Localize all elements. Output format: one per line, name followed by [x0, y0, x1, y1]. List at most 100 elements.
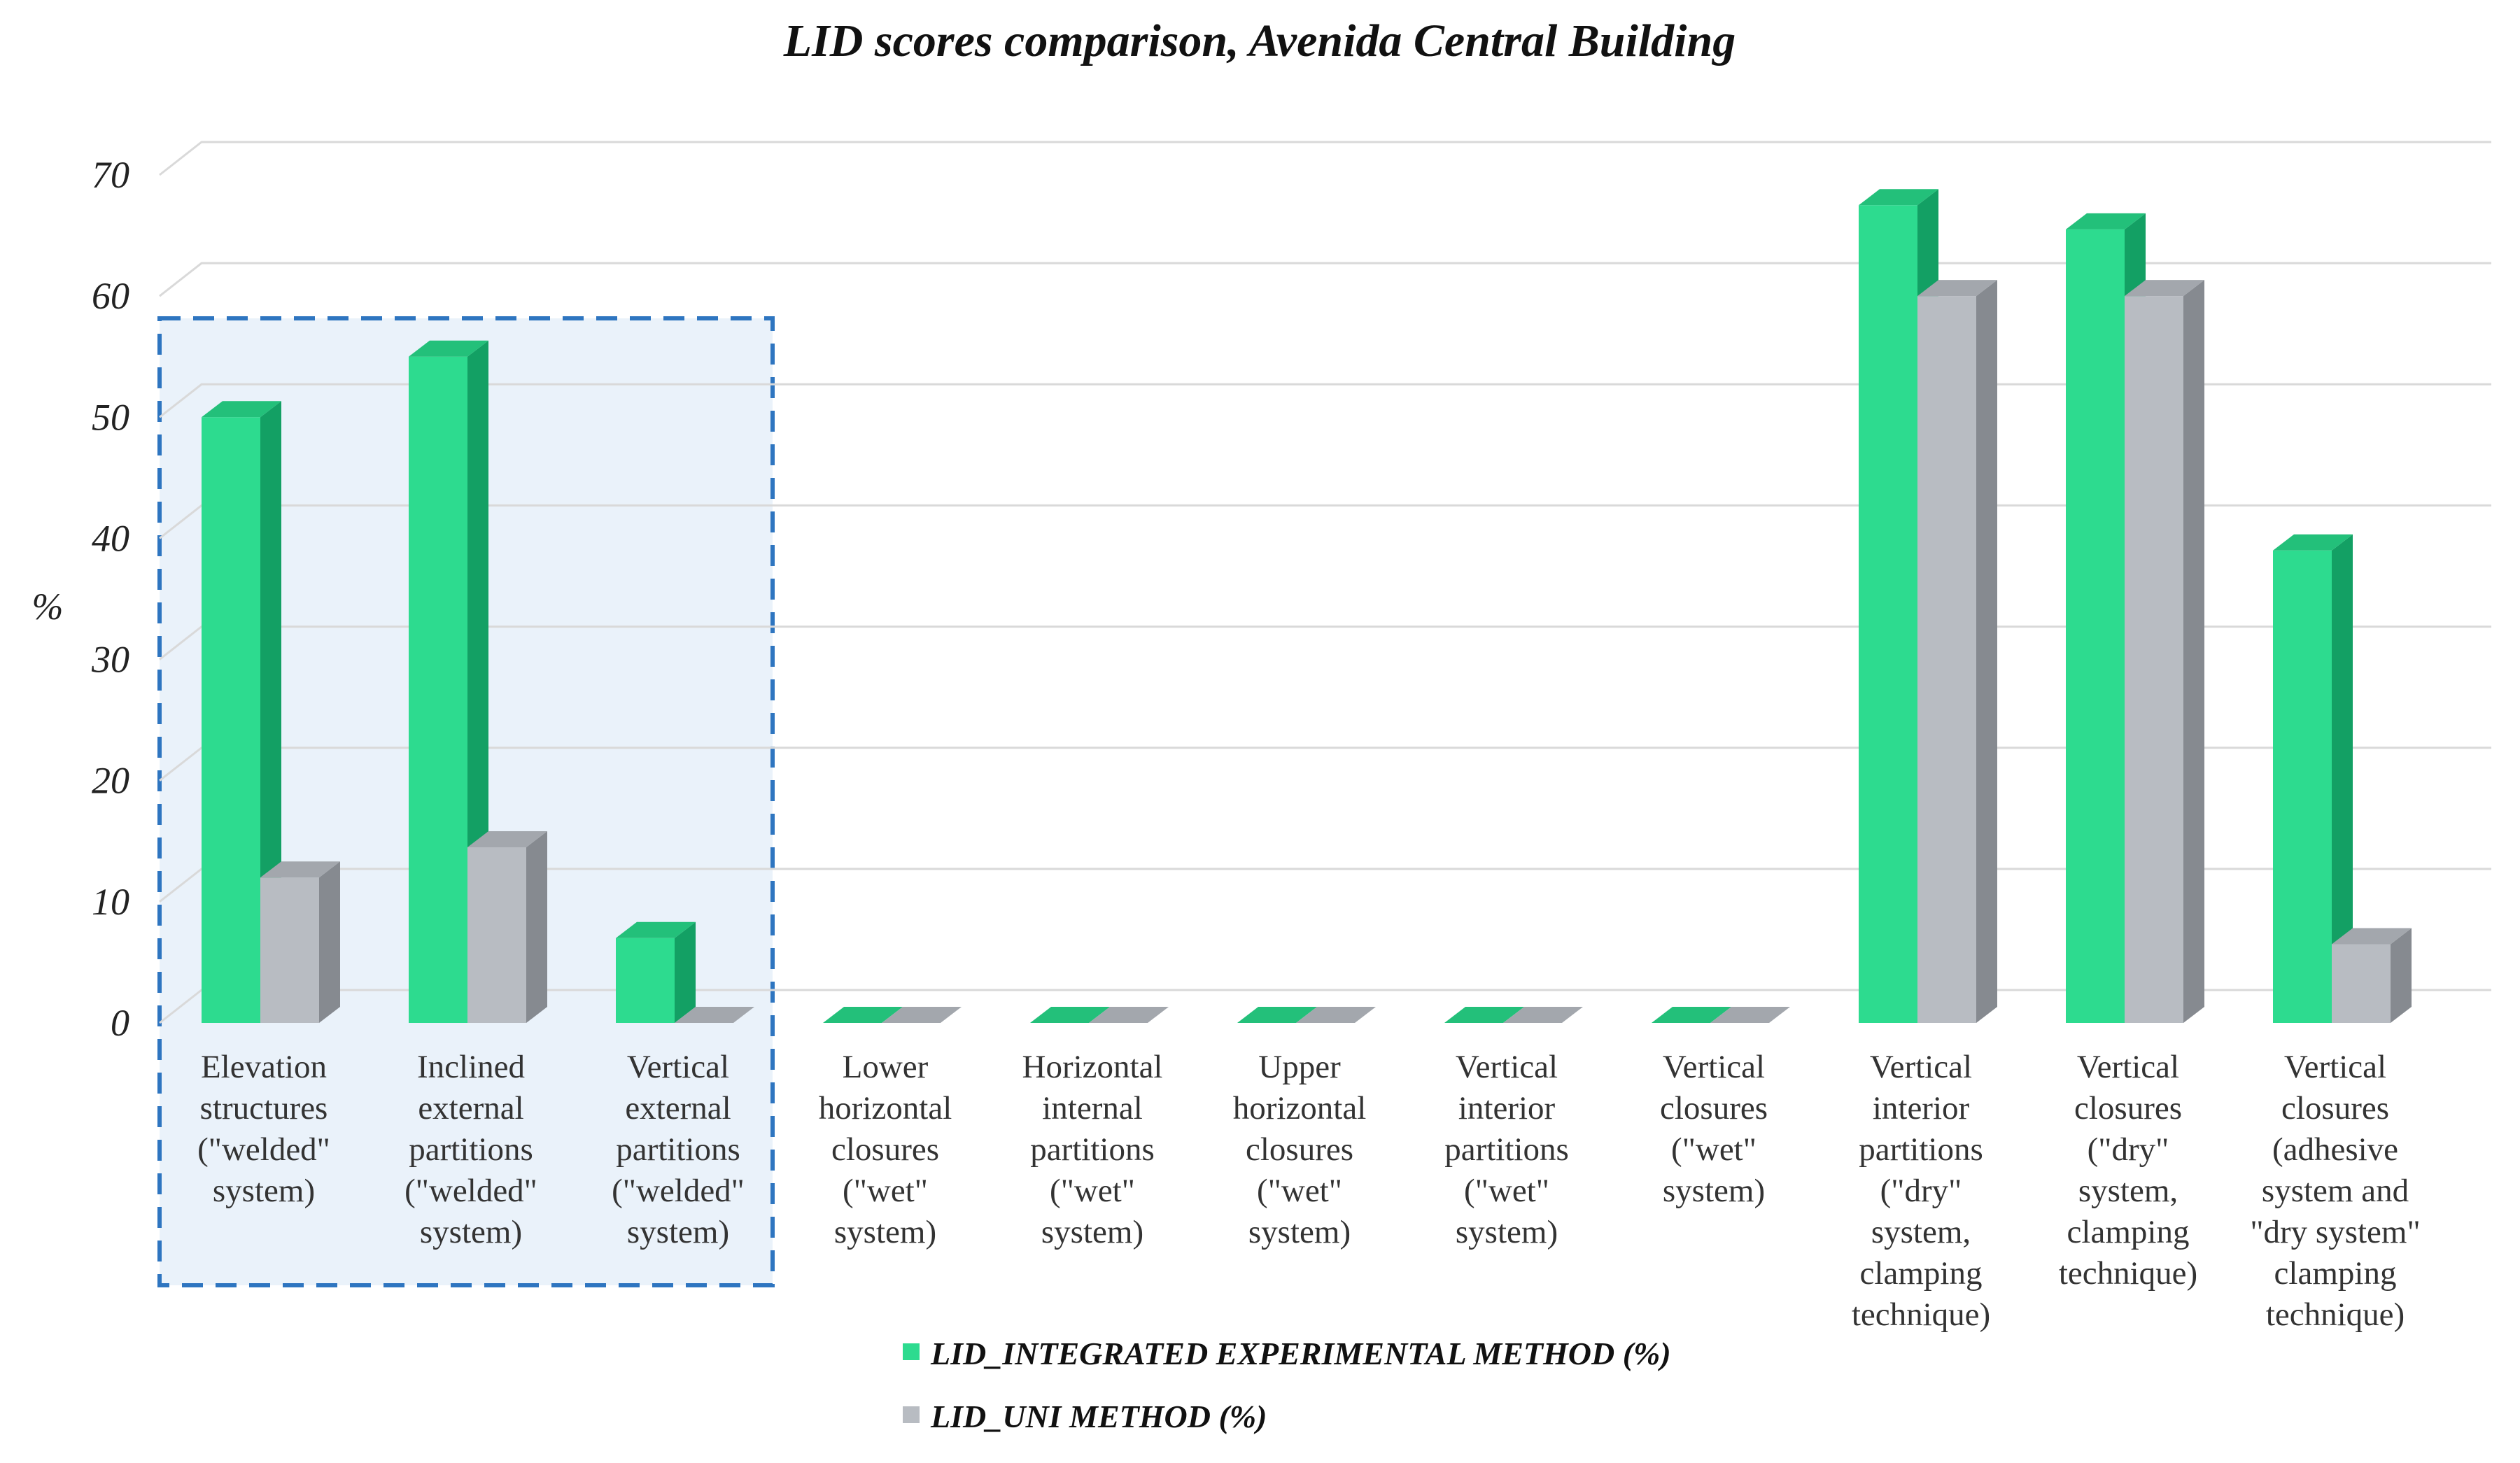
bar-integrated-top [616, 921, 696, 938]
bar-integrated-top [823, 1007, 903, 1023]
x-category-label: Horizontal internal partitions ("wet" system… [1022, 1049, 1163, 1250]
bar-uni-side [2391, 928, 2412, 1023]
y-tick-label: 10 [92, 881, 129, 923]
bar-integrated-top [1237, 1007, 1317, 1023]
x-category-label: Inclined external partitions ("welded" syste… [404, 1049, 537, 1250]
x-category-label-line: ("wet" [1257, 1173, 1342, 1209]
x-category-label-line: internal [1042, 1090, 1143, 1126]
bar-uni [260, 877, 319, 1023]
bar-uni-top [1917, 280, 1997, 297]
x-category-label-line: clamping [2274, 1255, 2397, 1292]
x-category-label-line: ("wet" [843, 1173, 928, 1209]
bar-integrated [202, 417, 260, 1023]
bar-integrated-top [2066, 213, 2146, 229]
bar-uni [467, 847, 526, 1023]
x-category-label-line: system, [2078, 1173, 2178, 1209]
y-tick-label: 30 [91, 639, 129, 681]
x-category-label-line: partitions [1859, 1131, 1983, 1168]
legend-integrated-swatch[interactable] [903, 1343, 920, 1360]
y-tick-label: 50 [92, 396, 129, 438]
x-category-label: Vertical external partitions ("welded" syste… [612, 1049, 745, 1250]
x-category-label: Vertical closures ("wet" system) [1660, 1049, 1768, 1209]
legend-uni-swatch[interactable] [903, 1406, 920, 1423]
x-category-label: Lower horizontal closures ("wet" system) [819, 1049, 952, 1250]
bar-integrated-top [1444, 1007, 1524, 1023]
x-category-label-line: technique) [1852, 1296, 1990, 1333]
x-category-label: Elevation structures ("welded" system) [197, 1049, 330, 1209]
gridline [159, 141, 2491, 176]
y-axis-label: % [32, 586, 64, 628]
x-category-label-line: Vertical [2077, 1049, 2179, 1085]
x-category-label-line: Vertical [1456, 1049, 1558, 1085]
x-category-label-line: ("wet" [1671, 1131, 1757, 1168]
x-category-label-line: Horizontal [1022, 1049, 1163, 1085]
bar-uni-side [319, 861, 340, 1023]
x-category-label-line: closures [1246, 1131, 1353, 1168]
x-category-label-line: Inclined [417, 1049, 525, 1085]
x-category-label-line: technique) [2266, 1296, 2405, 1333]
bar-integrated-side [2332, 534, 2353, 1023]
bar-uni-side [1976, 280, 1997, 1024]
x-category-label-line: Upper [1258, 1049, 1341, 1085]
x-category-label: Vertical closures ("dry" system, clamping tec… [2059, 1049, 2197, 1292]
bar-uni-side [2183, 280, 2204, 1024]
bar-integrated [616, 938, 675, 1023]
bar-uni-side [526, 831, 547, 1023]
x-category-label-line: closures [2074, 1090, 2182, 1126]
x-category-label-line: system) [1248, 1214, 1351, 1250]
x-category-label: Vertical interior partitions ("dry" system, c… [1852, 1049, 1990, 1333]
bar-uni-top [882, 1007, 962, 1023]
x-category-label-line: partitions [1030, 1131, 1155, 1168]
x-category-label-line: system) [1456, 1214, 1558, 1250]
x-category-label: Upper horizontal closures ("wet" system) [1233, 1049, 1367, 1250]
x-category-label-line: system) [213, 1173, 315, 1209]
y-tick-label: 40 [92, 517, 129, 559]
x-category-label-line: interior [1873, 1090, 1970, 1126]
bar-integrated-top [1859, 189, 1938, 206]
y-tick-label: 70 [92, 154, 129, 196]
x-category-label-line: ("dry" [2088, 1131, 2169, 1168]
y-tick-label: 20 [92, 760, 129, 802]
x-category-label: Vertical interior partitions ("wet" system) [1444, 1049, 1569, 1250]
legend-integrated-label[interactable]: LID_INTEGRATED EXPERIMENTAL METHOD (%) [930, 1336, 1671, 1371]
x-category-label-line: closures [831, 1131, 939, 1168]
bar-uni-top [1089, 1007, 1169, 1023]
x-category-label-line: "dry system" [2250, 1214, 2420, 1250]
x-category-label-line: system) [834, 1214, 936, 1250]
x-category-label-line: ("dry" [1880, 1173, 1962, 1209]
x-category-label-line: clamping [2067, 1214, 2190, 1250]
x-category-label-line: system and [2262, 1173, 2409, 1209]
bar-uni-top [260, 861, 340, 878]
x-category-label: Vertical closures (adhesive system and "dry … [2250, 1049, 2420, 1333]
x-category-label-line: horizontal [1233, 1090, 1367, 1126]
bar-integrated-top [2273, 534, 2353, 551]
bar-integrated-top [1652, 1007, 1731, 1023]
x-category-label-line: clamping [1860, 1255, 1983, 1292]
bar-integrated [1859, 205, 1917, 1024]
bar-uni [2125, 296, 2183, 1024]
chart-title: LID scores comparison, Avenida Central B… [783, 15, 1736, 66]
bar-integrated-top [202, 401, 281, 418]
x-category-label-line: partitions [1444, 1131, 1569, 1168]
x-category-label-line: Elevation [201, 1049, 327, 1085]
y-tick-label: 60 [92, 275, 129, 317]
y-tick-label: 0 [111, 1002, 129, 1044]
gridline [159, 262, 2491, 297]
legend-uni-label[interactable]: LID_UNI METHOD (%) [930, 1399, 1267, 1434]
bar-uni [2332, 944, 2391, 1023]
x-category-label-line: Vertical [1870, 1049, 1972, 1085]
x-category-label-line: ("welded" [612, 1173, 745, 1209]
bar-uni-top [2332, 928, 2412, 945]
x-category-label-line: ("welded" [197, 1131, 330, 1168]
x-category-label-line: partitions [409, 1131, 533, 1168]
bar-uni-top [1710, 1007, 1790, 1023]
x-category-label-line: ("wet" [1464, 1173, 1549, 1209]
x-category-label-line: partitions [616, 1131, 740, 1168]
bar-integrated-top [409, 340, 488, 357]
bar-uni-top [675, 1007, 754, 1023]
x-category-label-line: system) [420, 1214, 522, 1250]
x-category-label-line: ("wet" [1050, 1173, 1135, 1209]
bar-integrated-top [1030, 1007, 1110, 1023]
